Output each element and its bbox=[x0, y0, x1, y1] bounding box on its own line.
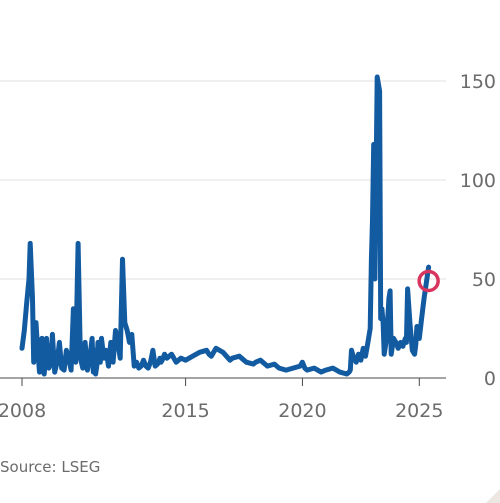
x-tick-label: 2015 bbox=[161, 400, 209, 422]
x-tick-label: 2020 bbox=[278, 400, 326, 422]
series-line bbox=[19, 74, 432, 377]
x-axis: 2008 2015 2020 2025 bbox=[0, 378, 443, 422]
y-tick-label: 50 bbox=[472, 269, 496, 291]
corner-fold bbox=[486, 489, 500, 503]
source-note: Source: LSEG bbox=[0, 458, 101, 476]
y-axis: 0 50 100 150 bbox=[460, 71, 496, 390]
latest-value-marker bbox=[417, 269, 440, 293]
y-tick-label: 150 bbox=[460, 71, 496, 93]
y-tick-label: 0 bbox=[484, 368, 496, 390]
x-tick-label: 2025 bbox=[395, 400, 443, 422]
y-tick-label: 100 bbox=[460, 170, 496, 192]
x-tick-label: 2008 bbox=[0, 400, 46, 422]
